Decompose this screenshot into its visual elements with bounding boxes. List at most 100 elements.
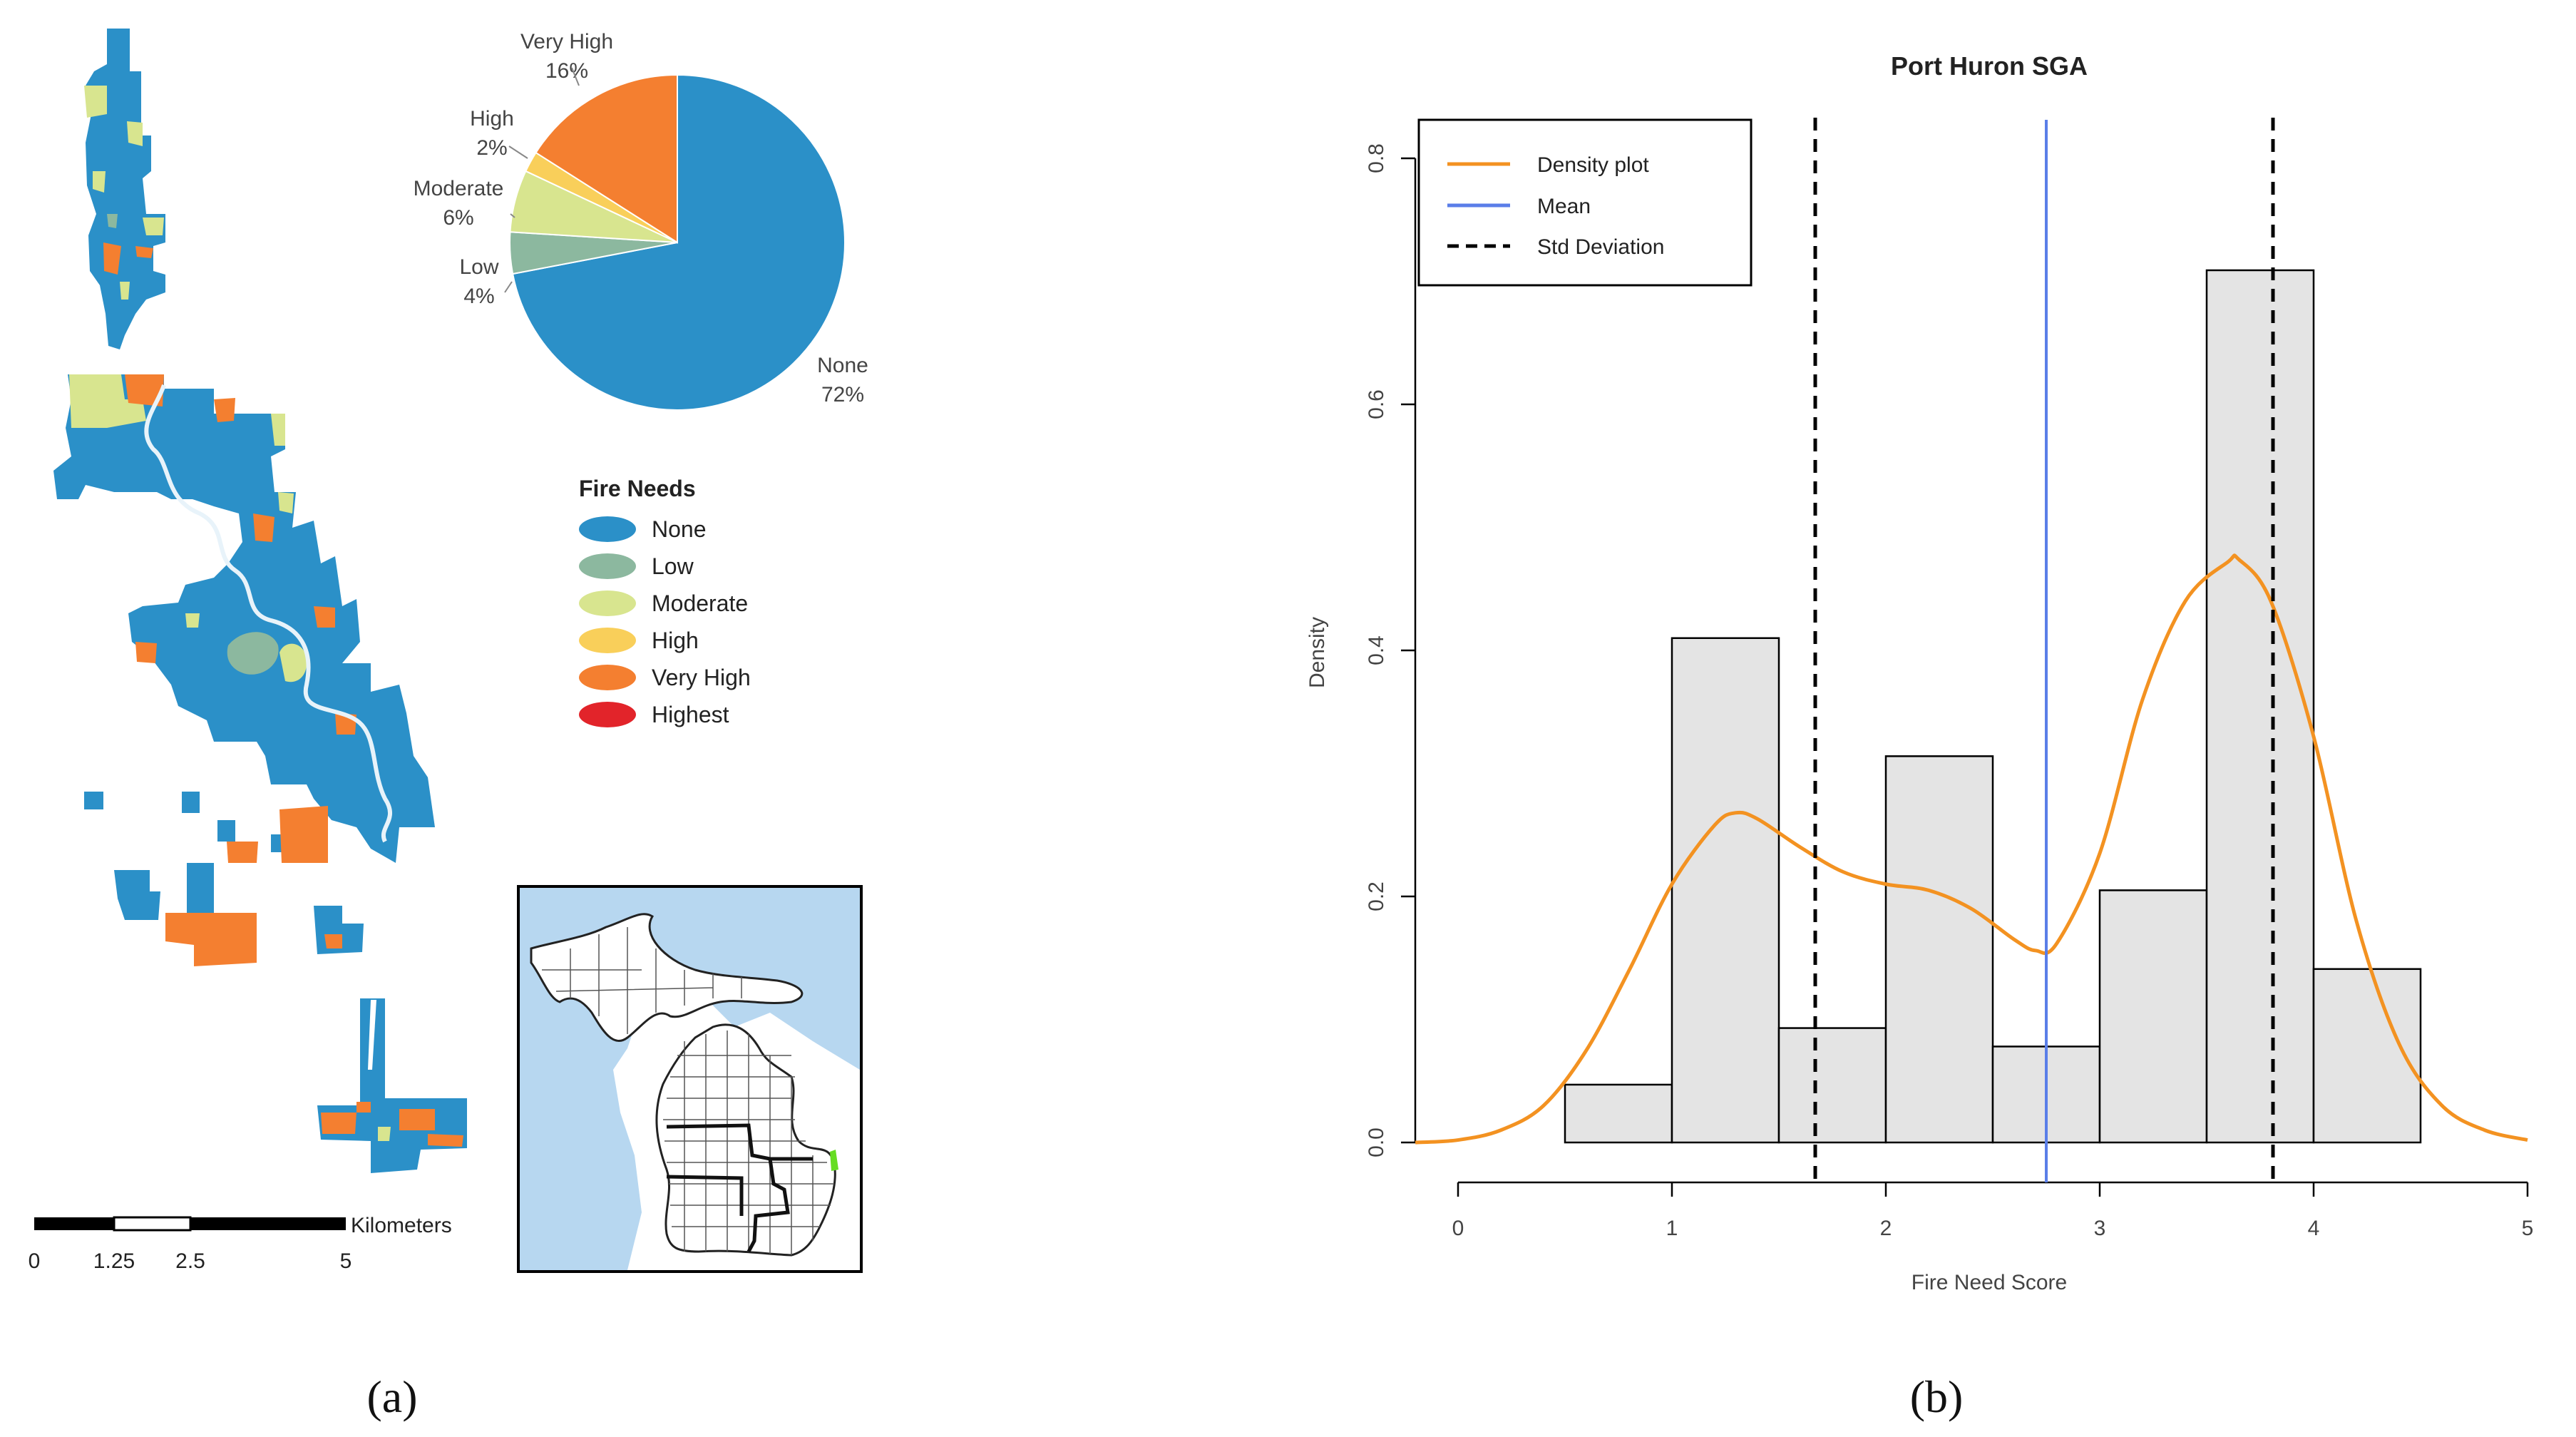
scale-tick-label: 2.5 (175, 1249, 205, 1273)
inset-location-highlight (830, 1150, 838, 1171)
histogram-bar (2098, 889, 2208, 1144)
pie-leader-line (571, 67, 580, 86)
pie-label-percent: 4% (463, 285, 494, 308)
pie-label-percent: 2% (476, 136, 507, 160)
map-parcel (93, 171, 106, 193)
map-parcel (214, 398, 235, 422)
fire-needs-pie-chart (509, 73, 846, 411)
histogram-bar (1884, 755, 1994, 1144)
x-tick-label: 0 (1452, 1217, 1464, 1240)
legend-item-label: High (652, 628, 699, 653)
map-parcel (278, 492, 294, 513)
map-parcel (182, 792, 200, 813)
map-parcel (135, 246, 153, 258)
pie-label-percent: 16% (545, 59, 588, 83)
legend-item-label: None (652, 516, 707, 542)
x-tick-label: 5 (2522, 1217, 2534, 1240)
map-parcel (125, 374, 164, 406)
pie-slice-none (511, 73, 846, 411)
fire-needs-legend: Fire Needs None Low Moderate High Very High H… (579, 476, 751, 727)
scale-tick-label: 0 (29, 1249, 41, 1273)
map-parcel (185, 613, 200, 628)
histogram-bar (1671, 637, 1780, 1144)
inset-county-grid (542, 927, 834, 1255)
map-parcel (143, 218, 164, 235)
legend-title: Fire Needs (579, 476, 696, 501)
histogram-bar (1777, 1027, 1887, 1144)
histogram-legend: Density plot Mean Std Deviation (1417, 118, 1753, 287)
legend-item-label: Highest (652, 702, 729, 727)
map-parcel (227, 842, 258, 863)
pie-label-name: Low (459, 255, 498, 279)
legend-label-density: Density plot (1537, 153, 1649, 177)
histogram-bar (2312, 968, 2422, 1144)
pie-leader-line (508, 145, 528, 159)
map-parcel (368, 1000, 376, 1070)
scale-bar: Kilometers 0 1.25 2.5 5 (29, 1214, 452, 1273)
map-parcel (120, 282, 130, 300)
map-parcel (321, 1113, 356, 1134)
pie-label-name: None (817, 354, 868, 377)
x-tick-label: 4 (2308, 1217, 2320, 1240)
scale-bar-segment (34, 1217, 114, 1230)
pie-leader-line (510, 213, 515, 218)
map-river (144, 384, 392, 843)
panel-b-label: (b) (1910, 1371, 1964, 1422)
y-axis-label: Density (1305, 617, 1329, 688)
map-parcel (53, 374, 435, 863)
chart-title: Port Huron SGA (1891, 51, 2088, 81)
map-parcel (135, 642, 157, 663)
y-tick-label: 0.2 (1365, 881, 1388, 911)
map-parcel (399, 1109, 435, 1130)
map-parcel (253, 513, 274, 542)
legend-item-label: Low (652, 553, 694, 579)
pie-leader-line (504, 281, 513, 293)
map-parcel (279, 806, 328, 863)
y-tick-label: 0.6 (1365, 389, 1388, 419)
legend-item-label: Very High (652, 665, 751, 690)
map-parcel (69, 374, 146, 428)
map-parcel (271, 414, 285, 446)
panel-b-histogram: Port Huron SGA 0 1 2 3 4 5 0.0 0.2 0.4 0.6 0.8 Fir… (1305, 51, 2533, 1422)
map-parcel (279, 643, 307, 682)
legend-swatch-low (579, 553, 636, 579)
pie-label-percent: 72% (821, 383, 864, 406)
map-parcel (356, 1102, 371, 1113)
legend-label-std: Std Deviation (1537, 235, 1664, 259)
map-parcel (114, 870, 160, 920)
fire-needs-map (53, 29, 467, 1173)
legend-swatch-high (579, 628, 636, 653)
scale-tick-label: 1.25 (93, 1249, 135, 1273)
legend-box (1417, 118, 1753, 287)
map-parcel (103, 242, 121, 275)
y-tick-label: 0.8 (1365, 143, 1388, 173)
panel-a: Very High 16% High 2% Moderate 6% Low 4% None 72%… (29, 29, 868, 1422)
scale-tick-label: 5 (340, 1249, 352, 1273)
map-parcel (314, 606, 335, 628)
michigan-inset-map (517, 885, 863, 1273)
legend-swatch-none (579, 516, 636, 542)
legend-label-mean: Mean (1537, 195, 1591, 218)
map-parcel (187, 863, 214, 913)
scale-bar-unit: Kilometers (351, 1214, 452, 1237)
map-parcel (217, 820, 235, 842)
legend-item-label: Moderate (652, 590, 748, 616)
x-tick-label: 2 (1880, 1217, 1892, 1240)
legend-swatch-highest (579, 702, 636, 727)
map-parcel (378, 1127, 391, 1141)
map-parcel (84, 792, 103, 809)
y-tick-label: 0.4 (1365, 635, 1388, 665)
pie-labels: Very High 16% High 2% Moderate 6% Low 4% None 72% (414, 30, 868, 406)
pie-label-name: Very High (520, 30, 613, 53)
map-parcel (107, 214, 118, 228)
map-parcel (324, 934, 342, 948)
density-curve (1415, 553, 2528, 1145)
map-parcel (428, 1134, 463, 1147)
histogram-bar (1564, 1083, 1673, 1144)
histogram-bar (2205, 269, 2315, 1144)
inset-region-border (666, 1123, 813, 1253)
scale-bar-segment (113, 1216, 192, 1232)
pie-label-name: Moderate (414, 177, 504, 200)
pie-label-name: High (470, 107, 514, 131)
